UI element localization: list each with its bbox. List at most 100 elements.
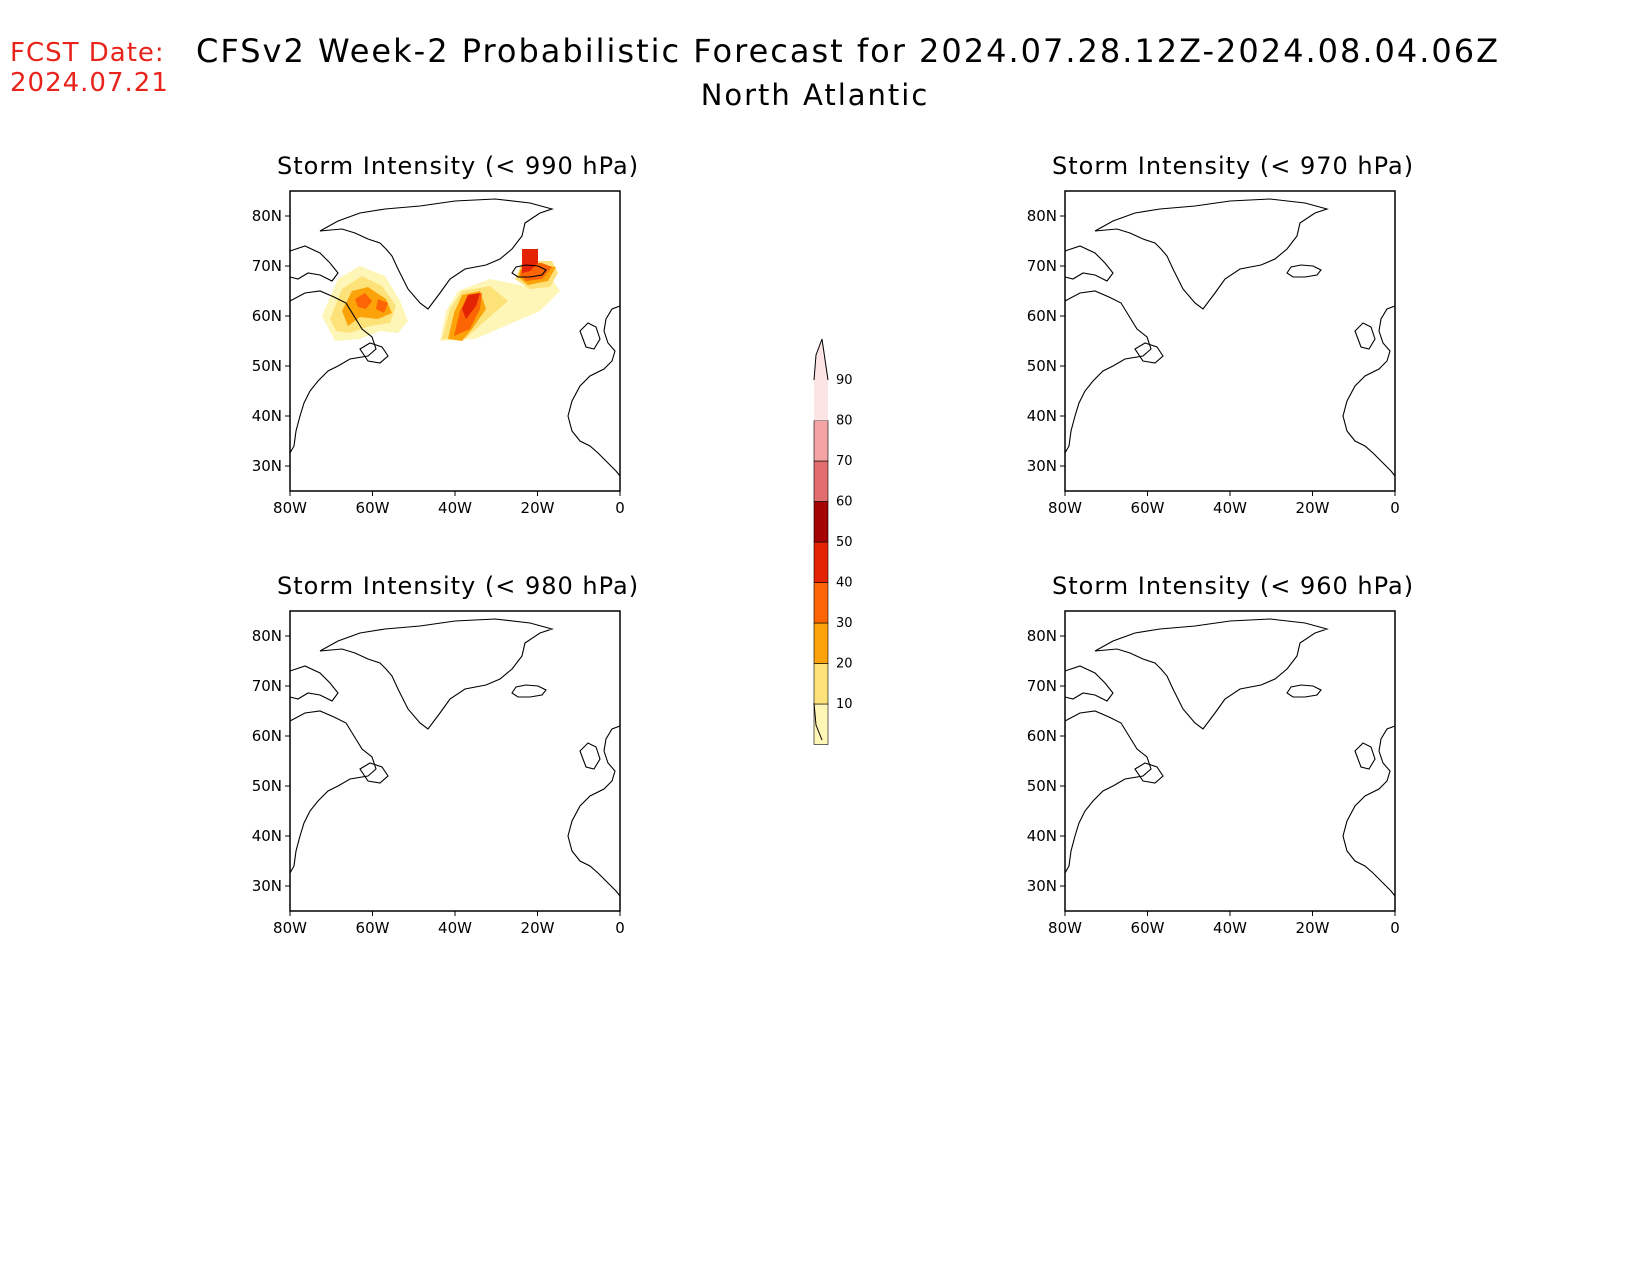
lat-tick-30: 30N (1027, 457, 1065, 475)
lat-label-30n: 30N (1027, 457, 1057, 475)
panel-title-990: Storm Intensity (< 990 hPa) (277, 152, 640, 180)
lon-tick-40w: 40W (438, 491, 472, 517)
lon-tick-80w: 80W (1048, 491, 1082, 517)
lat-label-60n: 60N (252, 307, 282, 325)
forecast-date-label: FCST Date: 2024.07.21 (10, 38, 169, 98)
colorbar-label-70: 70 (836, 454, 853, 469)
lon-label-40w: 40W (438, 919, 472, 937)
shade-iceland-50 (522, 249, 538, 273)
lat-label-80n: 80N (252, 207, 282, 225)
lon-tick-60w: 60W (356, 491, 390, 517)
iceland-coast (511, 684, 547, 698)
lat-tick-80: 80N (1027, 627, 1065, 645)
lat-label-50n: 50N (252, 777, 282, 795)
europe-coast (1342, 305, 1396, 477)
british-isles-coast (579, 742, 601, 770)
lat-axis: 30N 40N 50N 60N 70N 80N (1027, 627, 1065, 895)
lat-tick-30: 30N (252, 457, 290, 475)
lat-label-40n: 40N (252, 827, 282, 845)
lat-label-50n: 50N (252, 357, 282, 375)
lon-tick-60w: 60W (356, 911, 390, 937)
coastline (289, 198, 621, 477)
baffin-coast (289, 245, 339, 282)
baffin-coast (1064, 245, 1114, 282)
lon-label-80w: 80W (273, 919, 307, 937)
page-title: CFSv2 Week-2 Probabilistic Forecast for … (196, 32, 1501, 70)
region-subtitle: North Atlantic (0, 78, 1650, 112)
lon-axis: 80W 60W 40W 20W 0 (1048, 491, 1400, 517)
map-panel-970: 30N 40N 50N 60N 70N 80N 80W 60W 40W 20W … (1027, 190, 1400, 517)
lon-label-60w: 60W (1131, 499, 1165, 517)
iceland-coast (1286, 684, 1322, 698)
lon-tick-40w: 40W (1213, 911, 1247, 937)
lon-axis: 80W 60W 40W 20W 0 (1048, 911, 1400, 937)
lat-tick-50: 50N (1027, 357, 1065, 375)
newfoundland-coast (1134, 342, 1164, 364)
british-isles-coast (579, 322, 601, 350)
iceland-coast (1286, 264, 1322, 278)
lat-label-60n: 60N (1027, 307, 1057, 325)
shade-labrador-40 (355, 293, 388, 313)
lat-label-30n: 30N (252, 877, 282, 895)
map-frame (1064, 610, 1396, 912)
lon-label-0: 0 (1390, 499, 1400, 517)
lon-label-20w: 20W (1296, 919, 1330, 937)
colorbar-label-60: 60 (836, 495, 853, 510)
lon-tick-80w: 80W (273, 491, 307, 517)
lat-tick-60: 60N (1027, 727, 1065, 745)
lon-axis: 80W 60W 40W 20W 0 (273, 491, 625, 517)
coastline (1064, 618, 1396, 897)
lon-tick-80w: 80W (1048, 911, 1082, 937)
lat-tick-80: 80N (252, 207, 290, 225)
colorbar-box-3 (813, 582, 829, 624)
probability-shading (322, 249, 560, 341)
lat-label-80n: 80N (252, 627, 282, 645)
lat-label-70n: 70N (252, 257, 282, 275)
lat-label-60n: 60N (1027, 727, 1057, 745)
lon-tick-0: 0 (1390, 911, 1400, 937)
lat-tick-70: 70N (252, 677, 290, 695)
lon-label-20w: 20W (521, 499, 555, 517)
lon-tick-80w: 80W (273, 911, 307, 937)
lon-tick-60w: 60W (1131, 491, 1165, 517)
colorbar-label-50: 50 (836, 535, 853, 550)
colorbar-label-30: 30 (836, 616, 853, 631)
lat-label-40n: 40N (252, 407, 282, 425)
colorbar-box-6 (813, 460, 829, 502)
shade-central-50 (462, 293, 480, 319)
lon-tick-0: 0 (1390, 491, 1400, 517)
europe-coast (1342, 725, 1396, 897)
lon-axis: 80W 60W 40W 20W 0 (273, 911, 625, 937)
fcst-label: FCST Date: (10, 38, 165, 68)
lon-label-60w: 60W (1131, 919, 1165, 937)
lat-label-50n: 50N (1027, 357, 1057, 375)
lon-label-20w: 20W (1296, 499, 1330, 517)
lat-axis: 30N 40N 50N 60N 70N 80N (252, 627, 290, 895)
baffin-coast (289, 665, 339, 702)
lat-tick-60: 60N (252, 727, 290, 745)
lon-label-0: 0 (1390, 919, 1400, 937)
lat-label-70n: 70N (1027, 677, 1057, 695)
lat-tick-70: 70N (252, 257, 290, 275)
lat-tick-40: 40N (1027, 407, 1065, 425)
colorbar-box-8 (814, 380, 828, 421)
lat-label-50n: 50N (1027, 777, 1057, 795)
colorbar-labels: 10 20 30 40 50 60 70 80 90 (836, 373, 853, 712)
lon-tick-0: 0 (615, 491, 625, 517)
panel-title-980: Storm Intensity (< 980 hPa) (277, 572, 640, 600)
labrador-coast (1064, 290, 1152, 454)
colorbar-label-40: 40 (836, 576, 853, 591)
baffin-coast (1064, 665, 1114, 702)
lat-tick-70: 70N (1027, 677, 1065, 695)
colorbar-box-4 (813, 541, 829, 583)
lon-tick-20w: 20W (1296, 491, 1330, 517)
region-name: North Atlantic (700, 78, 930, 112)
coastline (289, 618, 621, 897)
greenland-coast (319, 618, 554, 730)
colorbar-boxes (813, 380, 829, 745)
lon-label-0: 0 (615, 919, 625, 937)
map-frame (289, 190, 621, 492)
lat-label-80n: 80N (1027, 207, 1057, 225)
lon-label-0: 0 (615, 499, 625, 517)
newfoundland-coast (359, 762, 389, 784)
